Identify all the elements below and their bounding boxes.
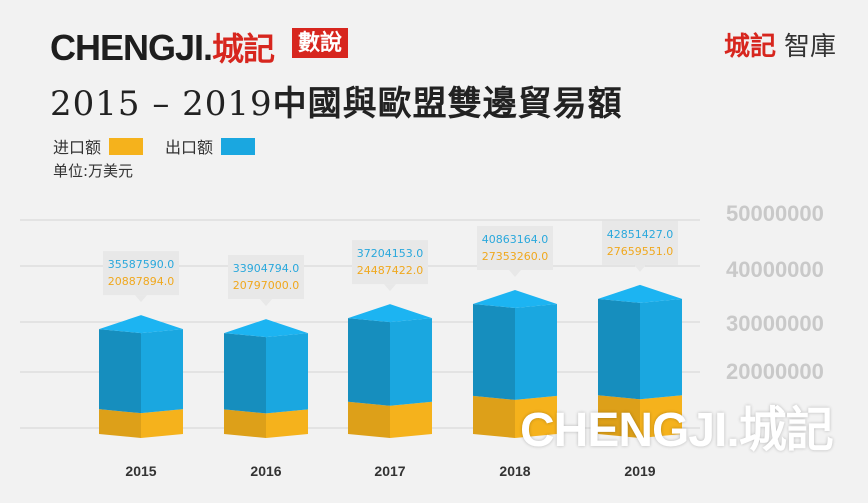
bar-top-face	[473, 289, 557, 308]
value-label-box	[602, 220, 678, 265]
legend-export-label: 出口额	[165, 138, 214, 157]
value-label-box	[228, 255, 304, 300]
x-tick-label: 2016	[250, 463, 281, 479]
value-label-pointer	[384, 284, 396, 292]
value-label-pointer	[634, 264, 646, 272]
x-tick-label: 2019	[624, 463, 655, 479]
bar-export-right-face	[141, 329, 183, 414]
import-value-label: 24487422.0	[357, 264, 423, 277]
brand-think-tank: 城記 智庫	[724, 26, 836, 63]
chengji-logo: CHENGJI.城記	[50, 24, 275, 70]
y-tick-label: 20000000	[726, 359, 824, 384]
chart-legend: 进口额 出口额	[53, 134, 277, 158]
logo-suffix: 城記	[212, 31, 275, 67]
bar-import-right-face	[515, 395, 557, 438]
bar-import-left-face	[224, 409, 266, 438]
export-value-label: 37204153.0	[357, 247, 423, 260]
legend-export-swatch	[221, 137, 256, 155]
export-value-label: 33904794.0	[233, 262, 299, 275]
brand-dark-text: 智庫	[783, 32, 836, 62]
import-value-label: 20887894.0	[108, 275, 174, 288]
bar-import-right-face	[640, 395, 682, 438]
page-title: 2015 – 2019中國與歐盟雙邊貿易額	[50, 76, 623, 125]
watermark: CHENGJI.城記	[520, 404, 834, 457]
bar-import-right-face	[141, 409, 183, 438]
value-label-box	[103, 251, 179, 296]
bar-export-left-face	[348, 318, 390, 406]
bar-export-right-face	[390, 318, 432, 406]
title-years: 2015 – 2019	[50, 84, 273, 124]
value-label-box	[477, 225, 553, 270]
bar-import-left-face	[348, 401, 390, 438]
bar-import-left-face	[99, 409, 141, 438]
x-tick-label: 2017	[374, 463, 405, 479]
bar-export-right-face	[266, 333, 308, 414]
logo-text: CHENGJI.	[50, 27, 213, 68]
x-tick-label: 2018	[499, 463, 530, 479]
bar-export-left-face	[473, 303, 515, 400]
title-main: 中國與歐盟雙邊貿易額	[272, 84, 623, 124]
bar-export-left-face	[99, 329, 141, 414]
import-value-label: 20797000.0	[233, 279, 299, 292]
legend-import-label: 进口额	[53, 138, 102, 157]
bar-import-right-face	[390, 401, 432, 438]
export-value-label: 35587590.0	[108, 258, 174, 271]
bar-export-left-face	[598, 298, 640, 400]
y-tick-label: 40000000	[726, 257, 824, 282]
y-tick-label: 50000000	[726, 201, 824, 226]
bar-export-left-face	[224, 333, 266, 414]
value-label-box	[352, 240, 428, 285]
value-label-pointer	[260, 299, 272, 307]
bar-import-left-face	[473, 395, 515, 438]
bar-top-face	[598, 284, 682, 303]
export-value-label: 42851427.0	[607, 228, 673, 241]
value-label-pointer	[509, 269, 521, 277]
bar-export-right-face	[515, 303, 557, 400]
unit-label: 单位:万美元	[53, 162, 134, 180]
shushuo-stamp: 數說	[292, 28, 349, 58]
import-value-label: 27659551.0	[607, 245, 673, 258]
bar-top-face	[224, 319, 308, 338]
value-label-pointer	[135, 295, 147, 303]
bar-import-left-face	[598, 395, 640, 438]
legend-import-swatch	[109, 137, 144, 155]
bar-export-right-face	[640, 298, 682, 400]
bar-top-face	[348, 304, 432, 323]
bar-top-face	[99, 315, 183, 334]
bar-import-right-face	[266, 409, 308, 438]
export-value-label: 40863164.0	[482, 233, 548, 246]
y-tick-label: 30000000	[726, 311, 824, 336]
brand-red-text: 城記	[723, 32, 776, 62]
import-value-label: 27353260.0	[482, 250, 548, 263]
x-tick-label: 2015	[125, 463, 156, 479]
